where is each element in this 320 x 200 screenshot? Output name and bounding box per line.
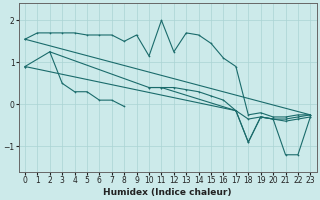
X-axis label: Humidex (Indice chaleur): Humidex (Indice chaleur) bbox=[103, 188, 232, 197]
